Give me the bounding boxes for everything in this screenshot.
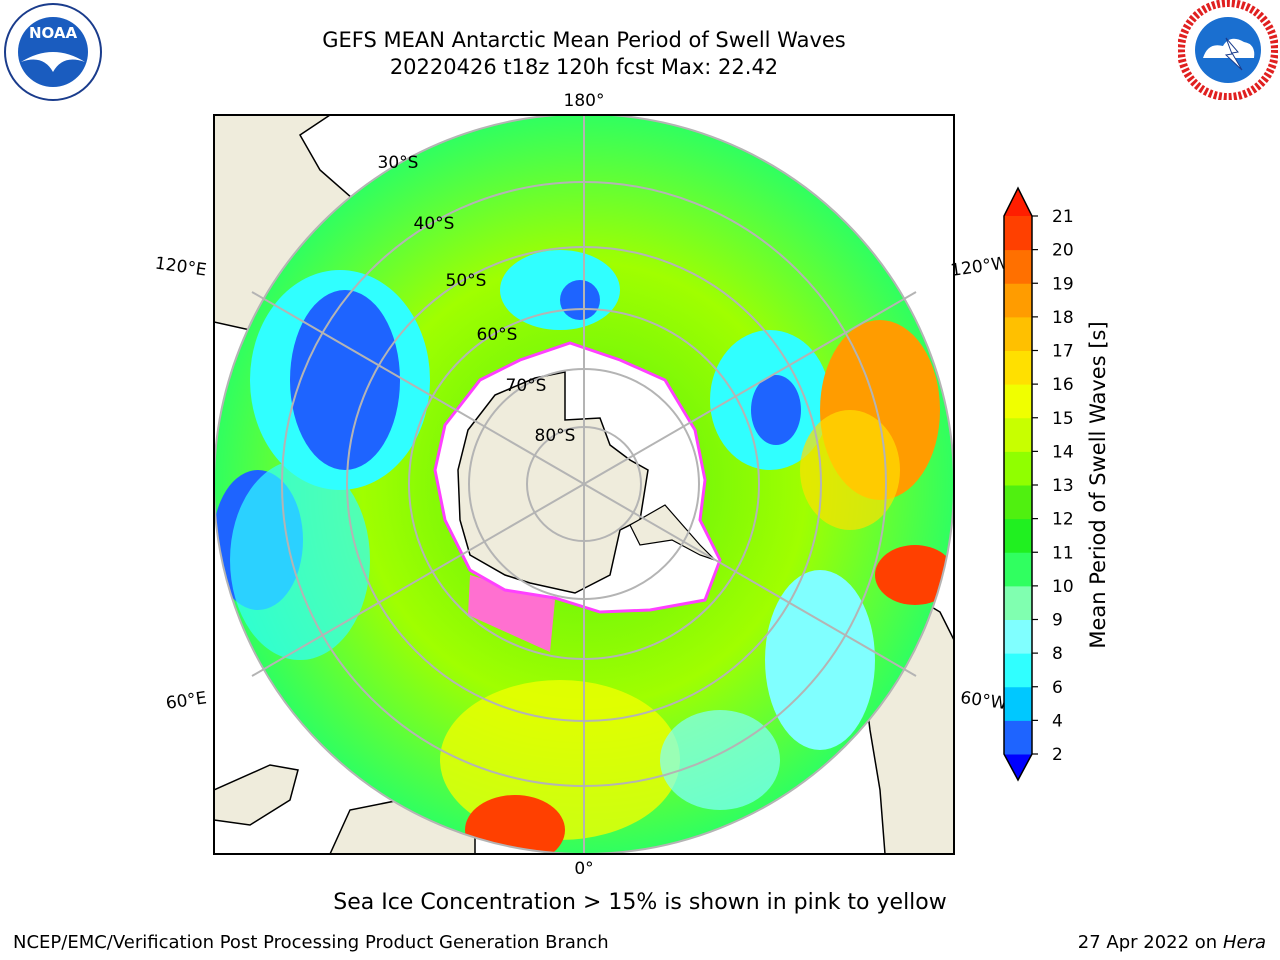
region-blue-east [751, 375, 801, 445]
nws-logo [1177, 0, 1279, 101]
colorbar-tick-label: 11 [1052, 543, 1074, 563]
colorbar-segment [1004, 417, 1032, 452]
lat-label-80: 80°S [535, 426, 576, 446]
footer-date: 27 Apr 2022 on Hera [1078, 932, 1266, 953]
region-cyan-north [500, 250, 620, 330]
land-madagascar [214, 764, 299, 826]
colorbar-segment [1004, 585, 1032, 620]
colorbar-tick-label: 16 [1052, 375, 1074, 395]
footer-host: Hera [1222, 932, 1266, 953]
colorbar-tick-label: 4 [1052, 711, 1063, 731]
footer-date-text: 27 Apr 2022 on [1077, 932, 1218, 953]
lon-label-lower-right: 60°W [959, 688, 1008, 714]
colorbar-segment [1004, 316, 1032, 351]
colorbar-segment [1004, 350, 1032, 385]
graticule [214, 115, 954, 854]
colorbar-segment [1004, 384, 1032, 419]
lon-label-upper-right: 120°W [949, 253, 1009, 281]
title-line-1: GEFS MEAN Antarctic Mean Period of Swell… [322, 28, 846, 52]
colorbar-tick-label: 17 [1052, 342, 1074, 362]
colorbar-segment [1004, 720, 1032, 755]
colorbar-tick-label: 15 [1052, 409, 1074, 429]
colorbar-under-arrow [1004, 754, 1032, 780]
region-cyan-southwest [230, 460, 370, 660]
colorbar-segment [1004, 518, 1032, 553]
colorbar-segment [1004, 552, 1032, 587]
colorbar-segment [1004, 283, 1032, 318]
region-blue-north [560, 280, 600, 320]
colorbar-tick-label: 13 [1052, 476, 1074, 496]
colorbar-segment [1004, 686, 1032, 721]
meridian-120e-60w [251, 291, 917, 677]
colorbar-segment [1004, 485, 1032, 520]
colorbar-segment [1004, 619, 1032, 654]
noaa-logo-text: NOAA [29, 24, 78, 42]
colorbar-tick-label: 10 [1052, 577, 1074, 597]
colorbar-segment [1004, 249, 1032, 284]
colorbar-tick-label: 6 [1052, 678, 1063, 698]
colorbar-tick-label: 12 [1052, 510, 1074, 530]
region-yellow-east [800, 410, 900, 530]
colorbar-segment [1004, 216, 1032, 251]
lat-label-50: 50°S [446, 271, 487, 291]
colorbar-tick-label: 19 [1052, 274, 1074, 294]
region-cyan-south [660, 710, 780, 810]
colorbar-tick-label: 14 [1052, 442, 1074, 462]
antarctic-peninsula [629, 504, 716, 561]
colorbar-segment [1004, 451, 1032, 486]
colorbar-tick-label: 2 [1052, 745, 1063, 765]
footer-credit: NCEP/EMC/Verification Post Processing Pr… [13, 932, 609, 953]
region-very-low-west [290, 290, 400, 470]
lon-label-top: 180° [564, 91, 605, 111]
lat-label-30: 30°S [378, 153, 419, 173]
lon-label-upper-left: 120°E [154, 254, 208, 281]
colorbar-tick-label: 18 [1052, 308, 1074, 328]
lon-label-bottom: 0° [574, 859, 593, 879]
colorbar-label: Mean Period of Swell Waves [s] [1086, 321, 1110, 648]
region-red-southeast [875, 545, 954, 605]
region-cyan-drake [765, 570, 875, 750]
colorbar-tick-label: 9 [1052, 611, 1063, 631]
colorbar-over-arrow [1004, 188, 1032, 216]
lon-label-lower-left: 60°E [165, 688, 208, 713]
noaa-logo: NOAA [3, 2, 103, 102]
title-line-2: 20220426 t18z 120h fcst Max: 22.42 [389, 55, 779, 79]
colorbar-tick-label: 21 [1052, 207, 1074, 227]
sea-ice-caption: Sea Ice Concentration > 15% is shown in … [333, 890, 947, 915]
lat-label-70: 70°S [506, 376, 547, 396]
colorbar-tick-label: 20 [1052, 241, 1074, 261]
colorbar-segment [1004, 653, 1032, 688]
lat-label-40: 40°S [414, 214, 455, 234]
colorbar-tick-label: 8 [1052, 644, 1063, 664]
lat-label-60: 60°S [477, 325, 518, 345]
map-frame [213, 114, 955, 855]
colorbar: 2 4 6 8 9 10 11 12 13 14 15 16 17 18 19 20 21 [1003, 186, 1074, 782]
